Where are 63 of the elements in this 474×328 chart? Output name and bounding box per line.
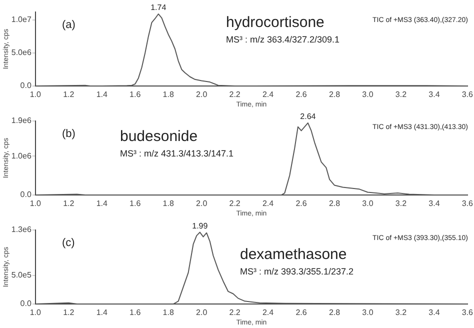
annotation: MS³ : m/z 363.4/327.2/309.1 xyxy=(226,34,340,44)
annotation: (b) xyxy=(62,128,76,140)
x-tick-label: 2.4 xyxy=(262,90,274,100)
annotation: hydrocortisone xyxy=(226,14,324,32)
y-tick-label: 1.9e6 xyxy=(11,116,32,126)
x-tick-label: 3.0 xyxy=(362,90,374,100)
x-tick-label: 1.2 xyxy=(63,308,75,318)
x-tick-label: 1.0 xyxy=(30,90,42,100)
annotation: 2.64 xyxy=(300,112,316,122)
x-tick-label: 2.8 xyxy=(328,90,341,100)
x-tick-label: 2.2 xyxy=(229,308,241,318)
x-tick-label: 3.0 xyxy=(362,308,374,318)
x-tick-label: 2.0 xyxy=(196,199,208,208)
x-tick-label: 3.4 xyxy=(428,199,440,208)
x-tick-label: 3.2 xyxy=(395,90,408,100)
y-tick-label: 0.0 xyxy=(20,299,32,308)
x-tick-label: 3.2 xyxy=(395,308,408,318)
x-tick-label: 2.0 xyxy=(196,90,208,100)
x-tick-label: 2.8 xyxy=(328,308,341,318)
x-tick-label: 3.6 xyxy=(462,308,474,318)
x-tick-label: 2.2 xyxy=(229,199,241,208)
x-tick-label: 2.6 xyxy=(296,90,308,100)
x-tick-label: 1.8 xyxy=(162,199,174,208)
x-tick-label: 1.6 xyxy=(130,308,142,318)
y-tick-label: 0.0 xyxy=(20,190,32,200)
y-tick-label: 0.0 xyxy=(20,81,32,90)
x-tick-label: 3.6 xyxy=(462,90,474,100)
x-tick-label: 3.0 xyxy=(362,199,374,208)
annotation: 1.74 xyxy=(150,3,167,12)
x-tick-label: 2.8 xyxy=(328,199,341,208)
y-tick-label: 1.0e6 xyxy=(11,151,32,160)
x-tick-label: 1.2 xyxy=(63,199,75,208)
annotation: MS³ : m/z 393.3/355.1/237.2 xyxy=(240,266,354,276)
x-tick-label: 1.2 xyxy=(63,90,75,100)
x-tick-label: 2.6 xyxy=(296,308,308,318)
x-tick-label: 1.6 xyxy=(130,90,142,100)
y-tick-label: 1.3e6 xyxy=(11,225,32,234)
x-tick-label: 1.4 xyxy=(96,308,108,318)
annotation: (a) xyxy=(62,19,76,32)
x-tick-label: 2.4 xyxy=(262,199,274,208)
x-tick-label: 2.6 xyxy=(296,199,308,208)
y-tick-label: 5.0e5 xyxy=(11,270,32,280)
x-tick-label: 3.6 xyxy=(462,199,474,208)
x-tick-label: 1.8 xyxy=(162,90,174,100)
x-tick-label: 2.0 xyxy=(196,308,208,318)
annotation: MS³ : m/z 431.3/413.3/147.1 xyxy=(120,148,234,158)
x-tick-label: 1.6 xyxy=(130,199,142,208)
x-tick-label: 1.4 xyxy=(96,199,108,208)
annotation: (c) xyxy=(62,237,75,250)
x-tick-label: 3.2 xyxy=(395,199,408,208)
x-tick-label: 1.4 xyxy=(96,90,108,100)
y-tick-label: 1.0e7 xyxy=(11,15,32,24)
x-tick-label: 1.0 xyxy=(30,199,42,208)
annotation: 1.99 xyxy=(192,221,208,230)
annotation: dexamethasone xyxy=(240,246,347,264)
x-tick-label: 2.2 xyxy=(229,90,241,100)
x-tick-label: 1.8 xyxy=(162,308,174,318)
x-tick-label: 3.4 xyxy=(428,90,440,100)
annotation: budesonide xyxy=(120,128,198,146)
x-tick-label: 1.0 xyxy=(30,308,42,318)
x-tick-label: 2.4 xyxy=(262,308,274,318)
y-tick-label: 5.0e6 xyxy=(11,48,32,58)
x-tick-label: 3.4 xyxy=(428,308,440,318)
